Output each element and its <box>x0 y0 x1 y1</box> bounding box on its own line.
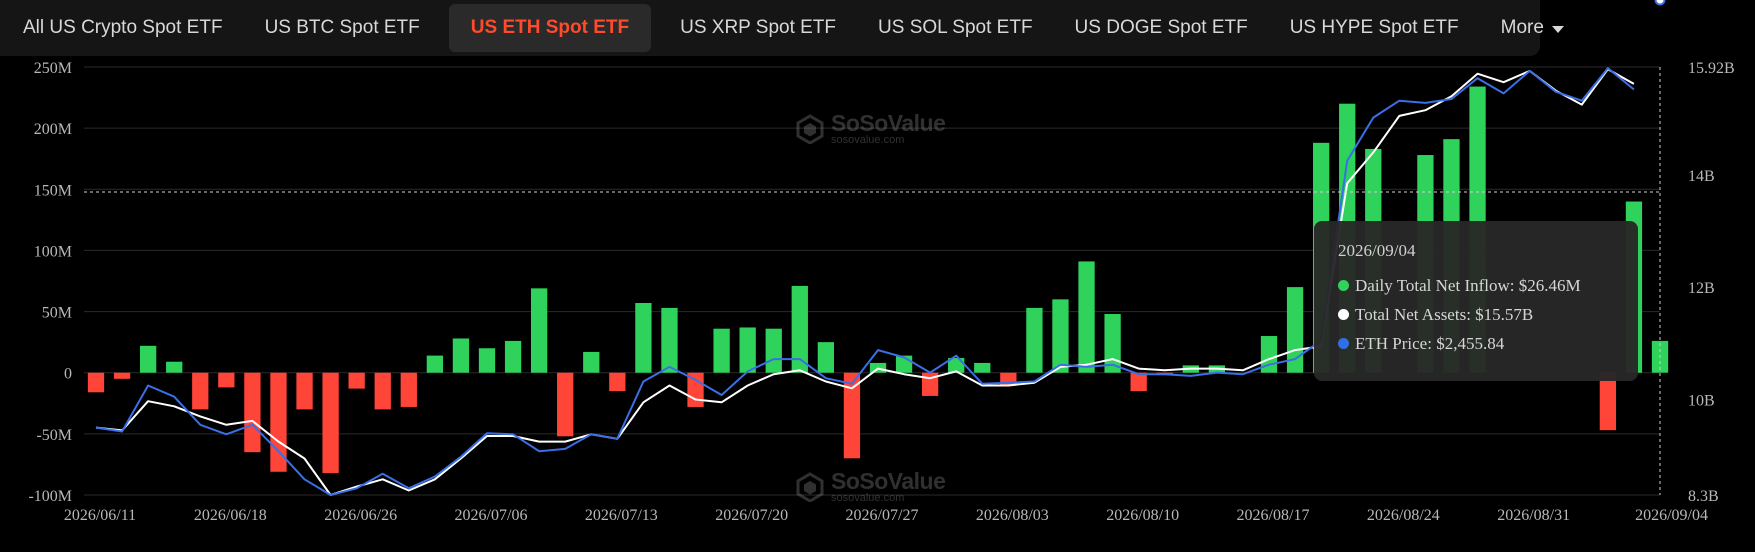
tab-us-hype-spot-etf[interactable]: US HYPE Spot ETF <box>1289 17 1459 38</box>
inflow-bar <box>1026 307 1043 373</box>
more-label: More <box>1500 17 1544 38</box>
net-assets-legend-dot <box>1338 309 1349 320</box>
x-tick-label: 2026/06/26 <box>324 507 397 524</box>
inflow-bar <box>557 372 574 437</box>
etf-tab-bar: All US Crypto Spot ETF US BTC Spot ETF U… <box>0 0 1564 56</box>
y-left-tick-label: -50M <box>36 427 72 444</box>
inflow-bar <box>166 361 183 373</box>
inflow-bar <box>1052 299 1069 373</box>
inflow-bar <box>843 372 861 459</box>
x-tick-label: 2026/08/17 <box>1237 507 1310 524</box>
y-right-tick-label: 15.92B <box>1688 60 1735 77</box>
inflow-bar <box>739 327 756 373</box>
eth-price-legend-dot <box>1338 338 1349 349</box>
watermark-name: SoSoValue <box>831 468 946 494</box>
inflow-bar <box>1130 372 1147 392</box>
inflow-bar <box>791 285 808 373</box>
tab-all-us-crypto-spot-etf[interactable]: All US Crypto Spot ETF <box>23 17 223 38</box>
inflow-bar <box>348 372 365 389</box>
inflow-bar <box>218 372 235 388</box>
inflow-bar <box>1599 372 1617 431</box>
inflow-bar <box>374 372 391 410</box>
watermark-url: sosovalue.com <box>831 492 905 504</box>
y-left-tick-label: 50M <box>42 305 72 322</box>
x-tick-label: 2026/07/20 <box>715 507 788 524</box>
y-left-tick-label: 250M <box>34 60 72 77</box>
y-right-tick-label: 14B <box>1688 168 1715 185</box>
tab-us-xrp-spot-etf[interactable]: US XRP Spot ETF <box>680 17 837 38</box>
tab-us-doge-spot-etf[interactable]: US DOGE Spot ETF <box>1074 17 1248 38</box>
inflow-legend-dot <box>1338 280 1349 291</box>
y-left-tick-label: 150M <box>34 182 72 199</box>
inflow-bar <box>87 372 105 393</box>
tooltip-inflow-text: Daily Total Net Inflow: $26.46M <box>1355 275 1581 295</box>
eth-price-hover-marker <box>1654 0 1666 6</box>
inflow-bar <box>817 342 835 373</box>
x-tick-label: 2026/06/11 <box>64 507 136 524</box>
x-tick-label: 2026/07/27 <box>846 507 919 524</box>
y-right-tick-label: 10B <box>1688 393 1715 410</box>
inflow-bar <box>661 307 678 373</box>
inflow-bar <box>244 372 261 453</box>
inflow-bar <box>113 372 131 379</box>
watermark-url: sosovalue.com <box>831 134 905 146</box>
x-tick-label: 2026/08/31 <box>1497 507 1570 524</box>
inflow-bar <box>530 288 548 373</box>
inflow-bar <box>452 338 470 373</box>
tooltip-eth-price-text: ETH Price: $2,455.84 <box>1355 333 1505 353</box>
watermark-bottom: SoSoValue sosovalue.com <box>795 468 946 504</box>
x-tick-label: 2026/08/03 <box>976 507 1049 524</box>
inflow-bar <box>296 372 313 410</box>
tooltip-row-net-assets: Total Net Assets: $15.57B <box>1338 300 1638 329</box>
watermark-top: SoSoValue sosovalue.com <box>795 110 946 146</box>
inflow-bar <box>609 372 626 392</box>
tab-us-sol-spot-etf[interactable]: US SOL Spot ETF <box>878 17 1033 38</box>
tooltip-date: 2026/09/04 <box>1338 241 1416 260</box>
x-tick-label: 2026/09/04 <box>1635 507 1708 524</box>
sosovalue-logo-icon <box>796 472 824 502</box>
tooltip-row-inflow: Daily Total Net Inflow: $26.46M <box>1338 271 1638 300</box>
tab-us-eth-spot-etf[interactable]: US ETH Spot ETF <box>448 4 652 52</box>
inflow-bar <box>1078 261 1095 373</box>
x-tick-label: 2026/06/18 <box>194 507 267 524</box>
watermark-name: SoSoValue <box>831 110 946 136</box>
y-right-tick-label: 8.3B <box>1688 488 1719 505</box>
y-left-tick-label: 200M <box>34 121 72 138</box>
inflow-bar <box>974 362 991 373</box>
chart-tooltip: 2026/09/04 Daily Total Net Inflow: $26.4… <box>1314 221 1638 381</box>
tooltip-net-assets-text: Total Net Assets: $15.57B <box>1355 304 1534 324</box>
inflow-bar <box>635 303 652 373</box>
sosovalue-logo-icon <box>796 114 824 144</box>
x-tick-label: 2026/07/13 <box>585 507 658 524</box>
inflow-bar <box>504 340 522 373</box>
y-right-tick-label: 12B <box>1688 280 1715 297</box>
tab-us-btc-spot-etf[interactable]: US BTC Spot ETF <box>264 17 420 38</box>
inflow-bar <box>426 355 444 373</box>
inflow-bar <box>948 358 965 373</box>
y-left-tick-label: 100M <box>34 243 72 260</box>
x-tick-label: 2026/07/06 <box>455 507 528 524</box>
eth-price-line <box>95 67 1635 496</box>
inflow-bar <box>1104 314 1121 373</box>
inflow-bar <box>478 348 496 373</box>
x-tick-label: 2026/08/10 <box>1106 507 1179 524</box>
tooltip-row-eth-price: ETH Price: $2,455.84 <box>1338 329 1638 358</box>
inflow-bar <box>583 351 600 373</box>
x-tick-label: 2026/08/24 <box>1367 507 1440 524</box>
more-dropdown[interactable]: More <box>1488 4 1577 52</box>
inflow-bar <box>400 372 417 407</box>
chevron-down-icon <box>1551 25 1564 33</box>
inflow-bar <box>192 372 209 410</box>
inflow-bar <box>713 328 730 373</box>
inflow-bar <box>322 372 339 473</box>
y-left-tick-label: 0 <box>64 366 72 383</box>
y-left-tick-label: -100M <box>28 488 72 505</box>
inflow-bar <box>765 328 782 373</box>
net-assets-line <box>95 68 1635 496</box>
inflow-bar <box>139 345 157 373</box>
